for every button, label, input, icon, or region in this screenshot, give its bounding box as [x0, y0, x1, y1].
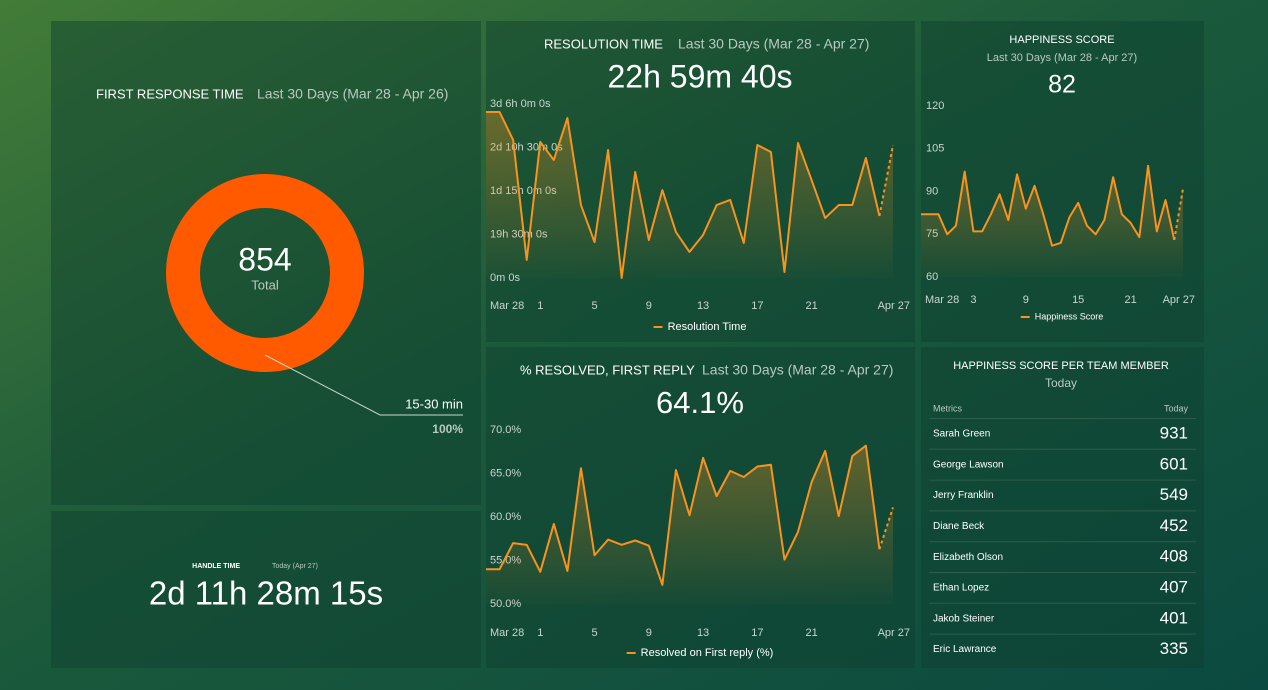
widget-title: RESOLUTION TIME [544, 36, 663, 51]
x-tick-label: 13 [697, 300, 709, 312]
row-value: 549 [1160, 485, 1188, 504]
headline: 64.1% [656, 385, 744, 420]
widget-subtitle: Last 30 Days (Mar 28 - Apr 27) [702, 362, 893, 378]
headline: 82 [1048, 71, 1076, 99]
widget-subtitle: Last 30 Days (Mar 28 - Apr 27) [987, 52, 1137, 64]
line-series [486, 111, 881, 279]
line-area [486, 445, 893, 604]
panel [51, 511, 481, 668]
line-area [486, 112, 893, 279]
row-name: Jerry Franklin [933, 490, 994, 501]
panel [921, 347, 1204, 668]
widget-title: HANDLE TIME [192, 563, 240, 570]
kpi-value: 2d 11h 28m 15s [149, 575, 383, 612]
row-value: 931 [1160, 423, 1188, 442]
x-tick-label: 9 [646, 627, 652, 639]
x-tick-label: Apr 27 [878, 300, 910, 312]
widget-subtitle: Last 30 Days (Mar 28 - Apr 26) [257, 86, 448, 102]
line-series [486, 444, 881, 586]
line-series [921, 164, 1176, 247]
widget-subtitle: Today [1045, 376, 1077, 390]
panel [51, 21, 481, 505]
y-tick-label: 105 [926, 143, 944, 155]
x-tick-label: 9 [646, 300, 652, 312]
donut-slice [166, 174, 364, 372]
x-tick-label: 17 [751, 300, 763, 312]
row-name: Ethan Lopez [933, 583, 989, 594]
panel [921, 21, 1204, 342]
x-tick-label: 3 [970, 294, 976, 306]
row-name: Jakob Steiner [933, 613, 995, 624]
x-tick-label: 1 [537, 627, 543, 639]
row-name: Sarah Green [933, 429, 990, 440]
x-tick-label: 15 [1072, 294, 1084, 306]
widget-title: HAPPINESS SCORE [1009, 34, 1114, 46]
x-tick-label: 17 [751, 627, 763, 639]
row-name: Elizabeth Olson [933, 552, 1003, 563]
x-tick-label: Mar 28 [490, 627, 524, 639]
x-tick-label: 9 [1023, 294, 1029, 306]
x-tick-label: 5 [591, 627, 597, 639]
x-tick-label: 5 [591, 300, 597, 312]
slice-label: 15-30 min [405, 396, 463, 411]
callout-line [264, 354, 463, 416]
line-series-partial [1173, 188, 1184, 241]
line-series-partial [878, 144, 894, 217]
x-tick-label: Mar 28 [925, 294, 959, 306]
legend-label: Happiness Score [1035, 311, 1104, 321]
slice-value-label: 100% [432, 422, 463, 436]
widget-title: HAPPINESS SCORE PER TEAM MEMBER [953, 360, 1169, 372]
legend-label: Resolved on First reply (%) [641, 647, 774, 659]
line-series-partial [878, 507, 894, 550]
row-name: George Lawson [933, 459, 1004, 470]
y-tick-label: 3d 6h 0m 0s [490, 98, 551, 110]
line-area [921, 165, 1183, 277]
y-tick-label: 65.0% [490, 467, 521, 479]
row-name: Diane Beck [933, 521, 985, 532]
x-tick-label: 21 [805, 627, 817, 639]
x-tick-label: 13 [697, 627, 709, 639]
row-value: 335 [1160, 639, 1188, 658]
x-tick-label: Apr 27 [878, 627, 910, 639]
row-value: 452 [1160, 516, 1188, 535]
y-tick-label: 120 [926, 100, 944, 112]
y-tick-label: 90 [926, 185, 938, 197]
y-tick-label: 60.0% [490, 511, 521, 523]
legend-label: Resolution Time [668, 321, 747, 333]
x-tick-label: 21 [805, 300, 817, 312]
row-value: 407 [1160, 577, 1188, 596]
widget-subtitle: Last 30 Days (Mar 28 - Apr 27) [678, 36, 869, 52]
widget-title: FIRST RESPONSE TIME [96, 86, 244, 101]
donut-total-label: Total [251, 277, 279, 292]
row-value: 408 [1160, 547, 1188, 566]
widget-title: % RESOLVED, FIRST REPLY [520, 362, 695, 377]
x-tick-label: Apr 27 [1163, 294, 1195, 306]
row-value: 601 [1160, 454, 1188, 473]
x-tick-label: 21 [1124, 294, 1136, 306]
column-header: Today [1164, 403, 1189, 413]
x-tick-label: 1 [537, 300, 543, 312]
row-name: Eric Lawrance [933, 644, 997, 655]
headline: 22h 59m 40s [607, 58, 792, 94]
y-tick-label: 70.0% [490, 424, 521, 436]
row-value: 401 [1160, 608, 1188, 627]
widget-subtitle: Today (Apr 27) [272, 563, 318, 570]
donut-total: 854 [238, 241, 291, 277]
column-header: Metrics [933, 403, 962, 413]
x-tick-label: Mar 28 [490, 300, 524, 312]
